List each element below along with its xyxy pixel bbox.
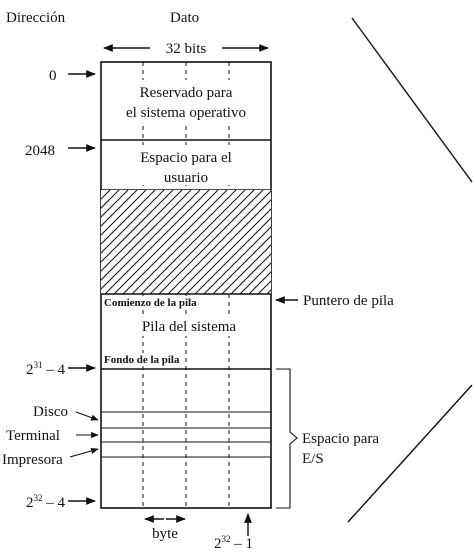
user-label-1: Espacio para el	[140, 150, 232, 166]
address-2-31-minus-4: 231 – 4	[26, 360, 66, 378]
hatch-line-32	[285, 190, 389, 294]
diagonal-top	[352, 18, 472, 182]
device-disk: Disco	[33, 404, 68, 420]
dato-header: Dato	[170, 10, 199, 26]
hatch-line-40	[357, 190, 461, 294]
reserved-label-2: el sistema operativo	[126, 105, 246, 121]
hatch-line-37	[330, 190, 434, 294]
byte-label: byte	[152, 526, 178, 542]
width-label: 32 bits	[166, 41, 207, 57]
hatch-line-1	[6, 190, 110, 294]
hatch-line-29	[258, 190, 362, 294]
hatch-line-34	[303, 190, 407, 294]
hatch-line-31	[276, 190, 380, 294]
hatch-line-0	[0, 190, 101, 294]
device-terminal: Terminal	[6, 428, 60, 444]
io-label-2: E/S	[302, 451, 324, 467]
hatch-line-36	[321, 190, 425, 294]
hatch-line-38	[339, 190, 443, 294]
stack-title-label: Pila del sistema	[142, 319, 236, 335]
stack-pointer-label: Puntero de pila	[303, 293, 394, 309]
stack-start-label: Comienzo de la pila	[104, 297, 197, 309]
device-printer: Impresora	[2, 452, 63, 468]
io-label-1: Espacio para	[302, 431, 379, 447]
arrow-printer	[70, 449, 98, 457]
arrow-disk	[76, 412, 98, 420]
io-brace	[276, 369, 297, 508]
address-0: 0	[49, 68, 57, 84]
hatch-line-39	[348, 190, 452, 294]
stack-bottom-label: Fondo de la pila	[104, 354, 180, 366]
direccion-header: Dirección	[6, 10, 66, 26]
user-label-2: usuario	[164, 170, 208, 186]
hatch-line-41	[366, 190, 470, 294]
hatch-line-30	[267, 190, 371, 294]
free-area	[101, 190, 271, 294]
address-2-32-minus-4: 232 – 4	[26, 493, 66, 511]
reserved-label-1: Reservado para	[140, 85, 233, 101]
hatch-line-33	[294, 190, 398, 294]
hatch-line-35	[312, 190, 416, 294]
address-2048: 2048	[25, 143, 55, 159]
last-address-label: 232 – 1	[214, 534, 253, 552]
diagonal-bottom	[348, 385, 472, 522]
